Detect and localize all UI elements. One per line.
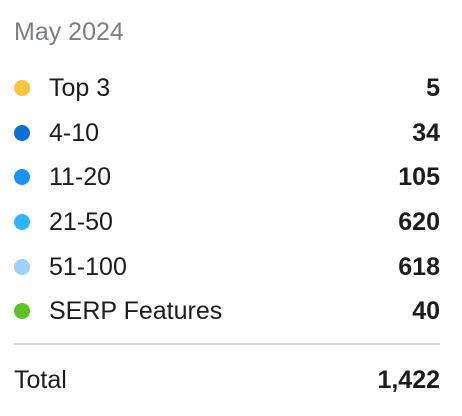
legend-list: Top 3 5 4-10 34 11-20 105 21-50 620 51-1… (14, 66, 440, 334)
legend-label: SERP Features (49, 297, 223, 326)
legend-row-51-100: 51-100 618 (14, 244, 440, 289)
legend-dot-icon (14, 214, 30, 231)
legend-row-11-20: 11-20 105 (14, 155, 440, 200)
total-value: 1,422 (377, 366, 440, 394)
legend-dot-icon (14, 169, 30, 186)
legend-dot-icon (14, 258, 30, 275)
legend-label: 21-50 (49, 208, 113, 237)
legend-value: 34 (412, 118, 440, 147)
legend-label: 11-20 (49, 163, 112, 192)
total-row: Total 1,422 (14, 364, 440, 396)
legend-row-serp-features: SERP Features 40 (14, 289, 440, 334)
legend-dot-icon (14, 303, 30, 320)
total-divider (14, 343, 440, 345)
legend-row-top-3: Top 3 5 (14, 66, 440, 111)
legend-label: 51-100 (49, 252, 127, 281)
legend-dot-icon (14, 124, 30, 141)
legend-value: 105 (398, 163, 440, 192)
legend-value: 40 (412, 297, 440, 326)
legend-row-4-10: 4-10 34 (14, 111, 440, 156)
legend-row-21-50: 21-50 620 (14, 200, 440, 245)
legend-label: 4-10 (49, 118, 100, 147)
legend-value: 5 (426, 74, 440, 103)
legend-dot-icon (14, 80, 30, 97)
legend-value: 618 (398, 252, 440, 281)
period-title: May 2024 (14, 18, 124, 46)
legend-value: 620 (398, 208, 440, 237)
total-label: Total (14, 366, 67, 394)
legend-label: Top 3 (49, 74, 111, 103)
